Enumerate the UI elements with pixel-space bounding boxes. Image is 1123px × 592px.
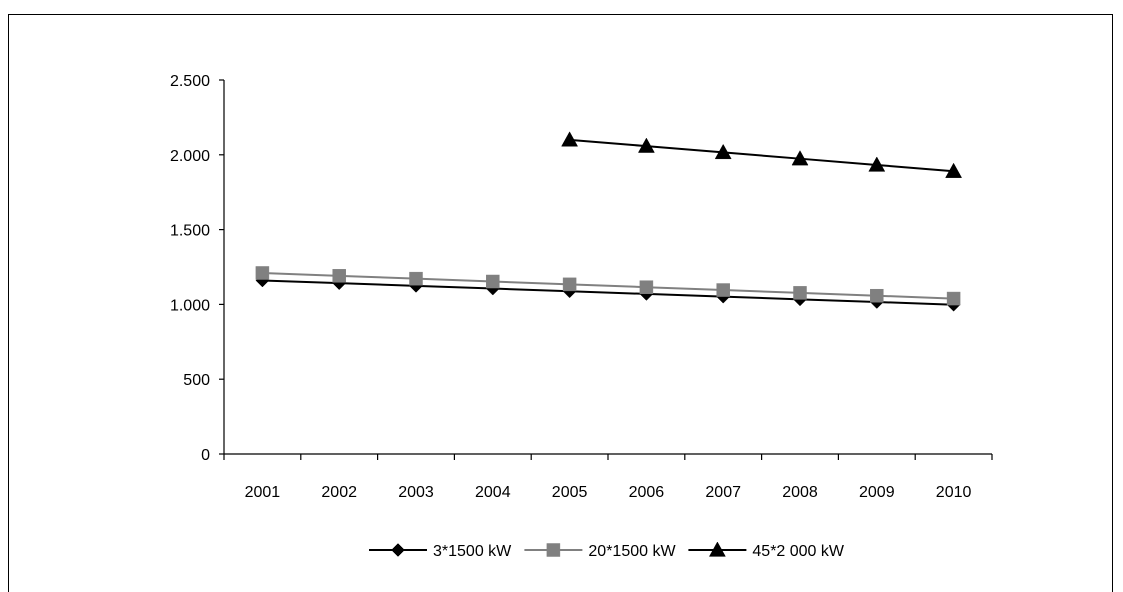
x-tick-label: 2005: [552, 484, 588, 501]
y-tick-label: 0: [201, 447, 210, 464]
data-point: [409, 271, 423, 286]
x-tick-label: 2007: [705, 484, 741, 501]
x-tick-label: 2004: [475, 484, 511, 501]
x-tick-label: 2008: [782, 484, 818, 501]
y-tick-label: 2.000: [170, 148, 210, 165]
data-point: [793, 286, 807, 300]
series-line: [262, 271, 954, 300]
x-tick-label: 2001: [245, 484, 281, 501]
data-point: [639, 280, 654, 294]
legend-marker: [391, 543, 405, 557]
data-point: [637, 137, 655, 153]
legend-marker: [708, 541, 726, 557]
series-layer: [255, 131, 963, 312]
x-tick-label: 2002: [321, 484, 357, 501]
legend-label: 3*1500 kW: [433, 543, 512, 560]
series-2: [255, 266, 961, 306]
data-point: [255, 266, 270, 280]
data-point: [870, 288, 884, 303]
series-line: [569, 138, 954, 173]
data-point: [868, 156, 886, 172]
legend-label: 20*1500 kW: [588, 543, 676, 560]
y-tick-label: 1.000: [170, 297, 210, 314]
series-1: [255, 273, 961, 312]
data-point: [561, 131, 579, 147]
axes: 0 500 1.000 1.500 2.000 2.500 2001 2002 2003 2004…: [170, 73, 993, 501]
data-point: [562, 277, 577, 292]
y-tick-label: 2.500: [170, 73, 210, 90]
x-tick-label: 2009: [859, 484, 895, 501]
x-tick-label: 2006: [629, 484, 665, 501]
data-point: [332, 269, 346, 283]
y-tick-label: 500: [183, 372, 210, 389]
x-tick-label: 2003: [398, 484, 434, 501]
data-point: [945, 162, 963, 178]
series-3: [561, 131, 963, 178]
series-line: [262, 279, 954, 306]
data-point: [714, 143, 732, 160]
x-tick-label: 2010: [936, 484, 972, 501]
data-point: [791, 150, 809, 166]
legend-marker: [546, 543, 561, 557]
legend: 3*1500 kW 20*1500 kW 45*2 000 kW: [369, 541, 845, 560]
data-point: [716, 283, 730, 297]
data-point: [946, 291, 961, 306]
legend-item: 3*1500 kW: [369, 543, 512, 560]
y-tick-label: 1.500: [170, 223, 210, 240]
data-point: [486, 274, 500, 289]
legend-item: 20*1500 kW: [524, 543, 676, 560]
legend-label: 45*2 000 kW: [752, 543, 845, 560]
legend-item: 45*2 000 kW: [688, 541, 845, 560]
